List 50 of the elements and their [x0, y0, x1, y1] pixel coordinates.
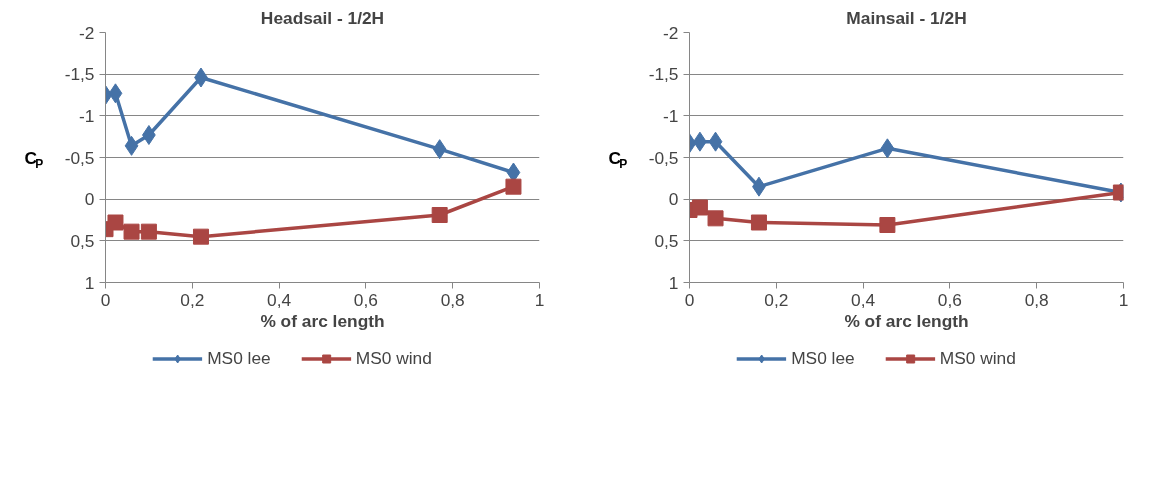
chart-title: Headsail - 1/2H	[260, 7, 385, 28]
x-tick-label: 0	[684, 289, 695, 310]
point	[107, 214, 124, 231]
x-axis-title: % of arc length	[260, 310, 385, 331]
y-tick-label: 0,5	[654, 230, 679, 251]
y-tick-label: 1	[84, 272, 95, 293]
x-tick-label: 0,6	[353, 289, 378, 310]
point	[108, 83, 123, 104]
legend-label: MS0 wind	[939, 347, 1016, 369]
point	[691, 199, 708, 216]
x-tick-label: 0,4	[851, 289, 876, 310]
legend-label: MS0 lee	[207, 347, 271, 369]
x-tick-label: 0,2	[180, 289, 205, 310]
x-tick-label: 0,8	[1024, 289, 1049, 310]
point	[432, 139, 447, 160]
point	[124, 135, 139, 156]
point	[708, 131, 723, 152]
y-tick-label: -1	[79, 105, 95, 126]
point	[140, 223, 157, 240]
x-tick-label: 0,8	[440, 289, 465, 310]
y-tick-label: -1,5	[64, 64, 95, 85]
point	[192, 228, 209, 245]
y-tick-label: -2	[79, 22, 95, 43]
y-tick-label: 0,5	[70, 230, 95, 251]
y-tick-label: 1	[668, 272, 679, 293]
point	[879, 217, 896, 233]
y-tick-label: -0,5	[64, 147, 95, 168]
chart-title: Mainsail - 1/2H	[846, 7, 967, 28]
x-tick-label: 1	[1118, 289, 1129, 310]
point	[123, 223, 140, 240]
x-tick-label: 0,6	[937, 289, 962, 310]
y-tick-label: -0,5	[648, 147, 679, 168]
y-tick-label: -1,5	[648, 64, 679, 85]
x-tick-label: 0,4	[267, 289, 292, 310]
y-tick-label: -2	[663, 22, 679, 43]
y-tick-label: -1	[663, 105, 679, 126]
point	[431, 207, 448, 223]
y-tick-label: 0	[668, 189, 679, 210]
point	[880, 138, 895, 159]
point	[505, 178, 522, 195]
x-axis-title: % of arc length	[844, 310, 969, 331]
legend-label: MS0 lee	[791, 347, 855, 369]
legend-label: MS0 wind	[355, 347, 432, 369]
y-tick-label: 0	[84, 189, 95, 210]
x-tick-label: 0,2	[764, 289, 789, 310]
x-tick-label: 0	[100, 289, 111, 310]
point	[142, 125, 156, 145]
point	[750, 214, 767, 231]
point	[707, 210, 724, 227]
x-tick-label: 1	[534, 289, 545, 310]
